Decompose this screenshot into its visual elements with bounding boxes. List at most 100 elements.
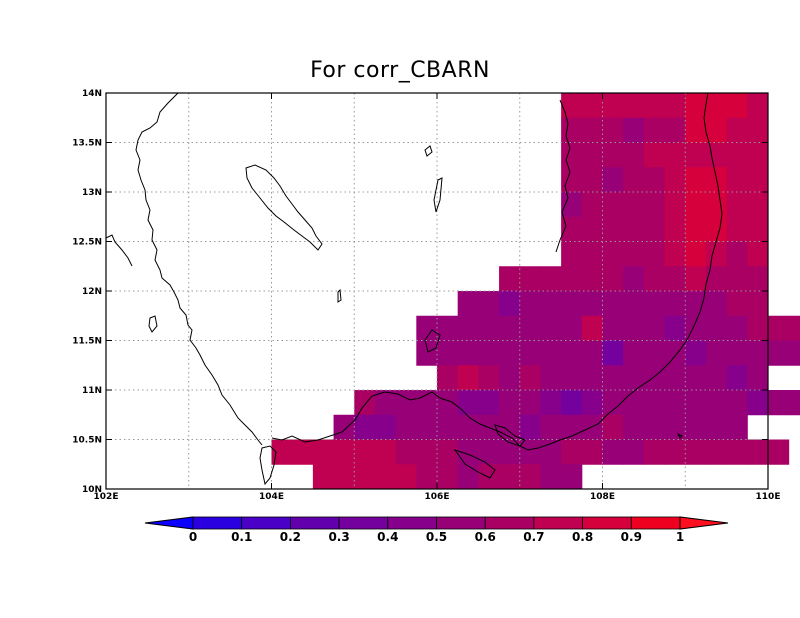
- heatmap-cell: [664, 93, 686, 119]
- heatmap-cell: [602, 93, 624, 119]
- heatmap-cell: [643, 439, 666, 465]
- heatmap-cell: [664, 291, 686, 317]
- heatmap-cell: [561, 192, 583, 218]
- heatmap-cell: [354, 390, 376, 416]
- heatmap-cell: [643, 390, 666, 416]
- axis-ticks: 102E 104E 106E 108E 110E 10N 10.5N 11N 11.5N 12N 1…: [72, 89, 780, 502]
- heatmap-cell: [623, 117, 645, 143]
- heatmap-cell: [581, 192, 603, 218]
- heatmap-cell: [726, 439, 748, 465]
- heatmap-cell: [602, 315, 624, 341]
- heatmap-cell: [643, 216, 666, 242]
- heatmap-cell: [457, 464, 479, 490]
- heatmap-cell: [602, 167, 624, 193]
- heatmap-cell: [705, 192, 728, 218]
- colorbar-label: 0.9: [621, 530, 642, 544]
- heatmap-cell: [685, 266, 707, 292]
- heatmap-cell: [602, 414, 624, 440]
- heatmap-cell: [726, 216, 748, 242]
- heatmap-cell: [333, 414, 355, 440]
- heatmap-cell: [602, 192, 624, 218]
- heatmap-cell: [685, 340, 707, 366]
- heatmap-cell: [457, 390, 479, 416]
- y-tick-label: 11N: [82, 386, 102, 396]
- coastline-delta: [494, 424, 526, 447]
- heatmap-cell: [726, 142, 748, 168]
- heatmap-cell: [581, 414, 603, 440]
- heatmap-cell: [623, 291, 645, 317]
- heatmap-cell: [747, 390, 769, 416]
- heatmap-cell: [602, 291, 624, 317]
- heatmap-cell: [726, 340, 748, 366]
- heatmap-cell: [685, 365, 707, 391]
- heatmap-cell: [354, 439, 376, 465]
- x-tick-label: 108E: [590, 492, 615, 502]
- coastline-south: [271, 92, 723, 451]
- heatmap-cell: [395, 439, 417, 465]
- heatmap-cell: [602, 266, 624, 292]
- heatmap-cell: [685, 192, 707, 218]
- heatmap-cell: [395, 390, 417, 416]
- heatmap-cell: [726, 291, 748, 317]
- colorbar-segment: [241, 516, 291, 530]
- heatmap-cell: [788, 315, 800, 341]
- heatmap-cell: [623, 167, 645, 193]
- heatmap-cell: [643, 291, 666, 317]
- heatmap-cell: [623, 142, 645, 168]
- heatmap-cell: [457, 365, 479, 391]
- heatmap-cell: [540, 390, 562, 416]
- heatmap-cell: [540, 414, 562, 440]
- heatmap-cell: [374, 439, 397, 465]
- colorbar-label: 0.4: [377, 530, 398, 544]
- heatmap-cell: [561, 464, 583, 490]
- heatmap-cell: [457, 291, 479, 317]
- heatmap-cell: [437, 439, 459, 465]
- heatmap-cell: [623, 216, 645, 242]
- heatmap-cell: [499, 315, 521, 341]
- heatmap-cell: [664, 216, 686, 242]
- heatmap-cell: [292, 439, 314, 465]
- x-tick-label: 110E: [756, 492, 781, 502]
- heatmap-cell: [581, 241, 603, 267]
- heatmap-cell: [705, 216, 728, 242]
- heatmap-cell: [664, 266, 686, 292]
- heatmap-cell: [705, 365, 728, 391]
- heatmap-cell: [478, 291, 500, 317]
- heatmap-cell: [643, 93, 666, 119]
- heatmap-cell: [395, 464, 417, 490]
- heatmap-cell: [664, 117, 686, 143]
- coastline-island: [433, 177, 443, 213]
- heatmap-cell: [664, 241, 686, 267]
- heatmap-cell: [623, 315, 645, 341]
- heatmap-cell: [685, 117, 707, 143]
- y-tick-label: 12.5N: [72, 238, 102, 248]
- heatmap-cell: [478, 340, 500, 366]
- heatmap-cell: [602, 365, 624, 391]
- heatmap-cell: [561, 266, 583, 292]
- colorbar-segment: [387, 516, 437, 530]
- y-tick-label: 13N: [82, 188, 102, 198]
- heatmap-cell: [561, 241, 583, 267]
- heatmap-cell: [747, 117, 769, 143]
- heatmap-cell: [437, 365, 459, 391]
- y-tick-label: 11.5N: [72, 337, 102, 347]
- colorbar-segment: [289, 516, 340, 530]
- heatmap-cell: [561, 93, 583, 119]
- heatmap-cell: [581, 117, 603, 143]
- heatmap-cell: [664, 340, 686, 366]
- heatmap-cell: [437, 315, 459, 341]
- heatmap-cell: [664, 192, 686, 218]
- heatmap-cell: [685, 142, 707, 168]
- heatmap-cell: [623, 192, 645, 218]
- heatmap-cell: [664, 390, 686, 416]
- heatmap-cell: [726, 93, 748, 119]
- heatmap-cell: [747, 241, 769, 267]
- colorbar-segment: [630, 516, 681, 530]
- heatmap-cell: [747, 291, 769, 317]
- heatmap-cell: [312, 439, 335, 465]
- heatmap-cell: [705, 414, 728, 440]
- x-tick-label: 106E: [425, 492, 450, 502]
- heatmap-cell: [747, 142, 769, 168]
- heatmap-cell: [374, 390, 397, 416]
